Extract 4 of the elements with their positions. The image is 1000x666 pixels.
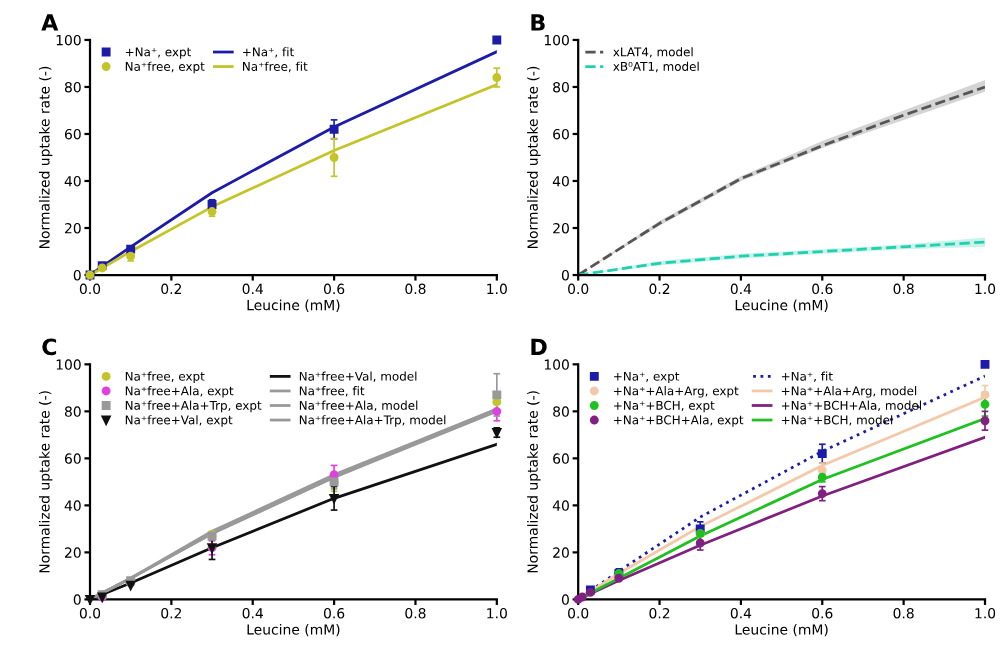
chart-title: C: [42, 338, 57, 356]
chart-title: A: [41, 14, 59, 31]
chart-title: D: [531, 338, 547, 355]
chart-title: B: [531, 14, 545, 31]
